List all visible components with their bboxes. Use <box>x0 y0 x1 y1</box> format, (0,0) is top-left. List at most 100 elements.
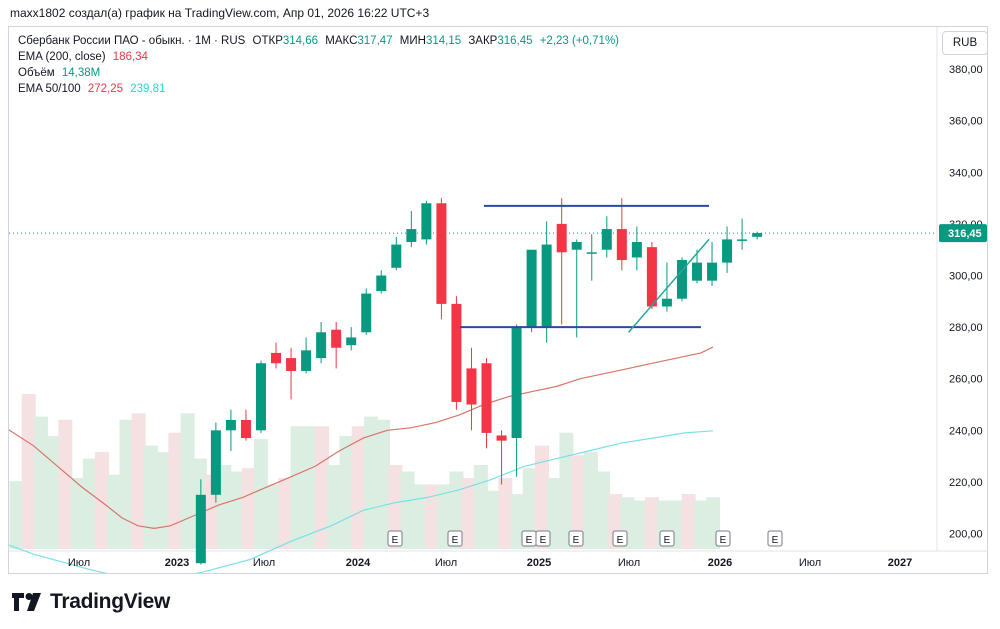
tradingview-logo-icon <box>12 593 41 611</box>
volume-bar <box>229 471 244 549</box>
volume-bar <box>510 494 525 549</box>
chart-canvas[interactable]: 380,00360,00340,00320,00300,00280,00260,… <box>9 27 987 573</box>
low-value: 314,15 <box>425 35 462 47</box>
last-price-tag <box>939 224 987 243</box>
earnings-event-label: E <box>392 535 399 546</box>
candle-body <box>391 244 402 268</box>
volume-bar <box>376 419 391 549</box>
volume-bar <box>486 490 501 549</box>
currency-button[interactable]: RUB <box>942 31 988 55</box>
candle-body <box>661 298 672 307</box>
price-tick-label: 340,00 <box>949 167 983 179</box>
earnings-event-marker <box>612 530 628 547</box>
price-tick-label: 360,00 <box>949 116 983 128</box>
candle-body <box>571 241 582 250</box>
candle-body <box>255 363 266 431</box>
candle-body <box>692 262 703 281</box>
time-tick-label: Июл <box>68 557 90 569</box>
candle-body <box>526 249 537 328</box>
volume-bar <box>461 477 476 549</box>
volume-bar <box>363 416 378 549</box>
candle-body <box>451 303 462 402</box>
candle-body <box>466 368 477 405</box>
candle-body <box>631 241 642 258</box>
volume-bar <box>498 477 513 549</box>
volume-bar <box>156 452 171 549</box>
ema200-label: EMA (200, close) <box>18 51 106 63</box>
ema-pair-label: EMA 50/100 <box>18 83 81 95</box>
candle-body <box>286 358 297 371</box>
time-tick-label: 2025 <box>527 557 551 569</box>
earnings-event-marker <box>715 530 731 547</box>
candle-body <box>616 229 627 261</box>
time-tick-label: Июл <box>618 557 640 569</box>
earnings-event-label: E <box>526 535 533 546</box>
volume-bar <box>119 419 134 549</box>
volume-bar <box>425 484 440 549</box>
price-tick-label: 240,00 <box>949 425 983 437</box>
volume-bar <box>241 468 256 549</box>
volume-label: Объём <box>18 67 55 79</box>
legend-ema-pair-row[interactable]: EMA 50/100 272,25 239,81 <box>18 81 619 97</box>
volume-bar <box>70 477 85 549</box>
volume-bar <box>180 413 195 549</box>
volume-bar <box>547 477 562 549</box>
time-tick-label: Июл <box>253 557 275 569</box>
volume-value: 14,38M <box>61 67 101 79</box>
candle-body <box>346 337 357 346</box>
chart-caption: maxx1802 создал(а) график на TradingView… <box>10 6 430 20</box>
candle-body <box>676 260 687 299</box>
volume-bar <box>266 484 281 549</box>
candle-body <box>225 420 236 431</box>
price-tick-label: 200,00 <box>949 529 983 541</box>
volume-bar <box>583 452 598 549</box>
ema100-value: 239,81 <box>130 83 166 95</box>
candle-body <box>707 262 718 281</box>
price-tick-label: 280,00 <box>949 322 983 334</box>
candle-body <box>331 329 342 348</box>
volume-bar <box>253 439 268 549</box>
earnings-event-label: E <box>452 535 459 546</box>
legend-symbol-row[interactable]: Сбербанк России ПАО - обыкн. · 1M · RUS … <box>18 33 619 49</box>
volume-bar <box>522 468 537 549</box>
chart-frame[interactable]: 380,00360,00340,00320,00300,00280,00260,… <box>8 26 988 574</box>
volume-bar <box>412 484 427 549</box>
ema-100-line <box>9 430 714 573</box>
candle-body <box>406 229 417 242</box>
symbol-name[interactable]: Сбербанк России ПАО - обыкн. · 1M · RUS <box>18 35 246 47</box>
volume-bar <box>131 413 146 549</box>
volume-bar <box>534 445 549 549</box>
legend: Сбербанк России ПАО - обыкн. · 1M · RUS … <box>18 33 619 97</box>
earnings-event-label: E <box>573 535 580 546</box>
brand-logo[interactable]: TradingView <box>12 590 170 614</box>
volume-bar <box>278 477 293 549</box>
candle-body <box>301 350 312 371</box>
volume-bar <box>95 452 110 549</box>
ema-50-line <box>9 346 714 530</box>
legend-ema200-row[interactable]: EMA (200, close) 186,34 <box>18 49 619 65</box>
time-tick-label: 2024 <box>346 557 371 569</box>
volume-bar <box>21 393 36 549</box>
candle-body <box>737 239 748 241</box>
volume-bar <box>559 432 574 549</box>
volume-bar <box>596 471 611 549</box>
candle-body <box>511 327 522 439</box>
candle-body <box>195 494 206 564</box>
volume-bar <box>388 465 403 549</box>
high-value: 317,47 <box>357 35 393 47</box>
open-value: 314,66 <box>282 35 319 47</box>
volume-bar <box>302 426 317 549</box>
candle-body <box>752 233 763 237</box>
legend-volume-row[interactable]: Объём 14,38M <box>18 65 619 81</box>
volume-bar <box>327 465 342 549</box>
time-tick-label: 2023 <box>165 557 189 569</box>
time-tick-label: Июл <box>799 557 821 569</box>
time-tick-label: 2027 <box>888 557 912 569</box>
candle-body <box>586 252 597 254</box>
price-tick-label: 380,00 <box>949 64 983 76</box>
candle-body <box>481 363 492 433</box>
price-tick-label: 220,00 <box>949 477 983 489</box>
open-label: ОТКР <box>252 35 283 47</box>
candle-body <box>541 244 552 328</box>
candle-body <box>240 420 251 439</box>
